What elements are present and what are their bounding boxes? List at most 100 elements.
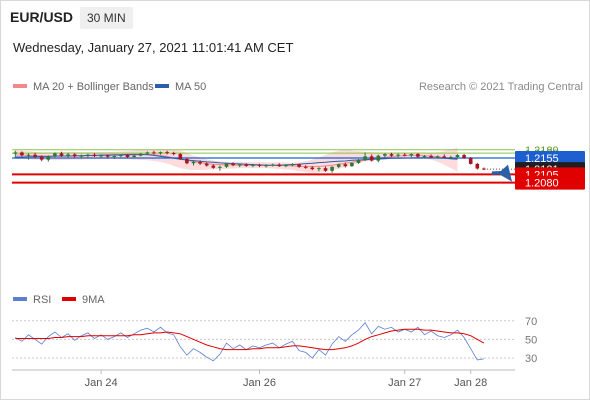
x-tick-label: Jan 27 bbox=[388, 377, 421, 389]
ma20-legend-swatch bbox=[13, 84, 27, 88]
candle-body bbox=[79, 155, 84, 157]
candle-body bbox=[185, 158, 189, 164]
candle-body bbox=[105, 155, 110, 157]
candle-body bbox=[284, 164, 288, 167]
candle-body bbox=[152, 152, 156, 154]
candle-body bbox=[303, 166, 308, 168]
candle-body bbox=[13, 152, 18, 154]
rsi-ma-line bbox=[15, 328, 485, 351]
candle-body bbox=[264, 165, 268, 167]
support-label-box bbox=[515, 175, 585, 190]
candle-body bbox=[257, 164, 262, 166]
candle-body bbox=[26, 154, 31, 156]
symbol-title: EUR/USD bbox=[10, 9, 74, 25]
candle-body bbox=[356, 159, 361, 163]
candle-body bbox=[343, 164, 348, 167]
pivot-label-box bbox=[515, 151, 585, 165]
candle-body bbox=[468, 158, 473, 164]
x-tick-label: Jan 24 bbox=[85, 377, 118, 389]
candle-body bbox=[323, 168, 328, 171]
candle-body bbox=[125, 155, 130, 158]
candle-body bbox=[270, 164, 275, 166]
candle-body bbox=[429, 156, 433, 158]
timeframe-button[interactable]: 30 MIN bbox=[80, 7, 133, 29]
candle-body bbox=[145, 152, 150, 154]
candle-body bbox=[86, 154, 90, 156]
candle-body bbox=[350, 162, 354, 167]
candle-body bbox=[39, 156, 44, 160]
candle-body bbox=[237, 164, 242, 166]
candle-body bbox=[99, 155, 103, 157]
ma50-legend-label: MA 50 bbox=[175, 81, 206, 93]
candle-body bbox=[363, 156, 367, 160]
candle-body bbox=[277, 164, 282, 167]
rsi-ma-legend-label: 9MA bbox=[82, 294, 105, 306]
candle-body bbox=[402, 154, 407, 156]
candle-body bbox=[165, 152, 169, 154]
candle-body bbox=[462, 155, 466, 158]
rsi-tick-label: 50 bbox=[525, 334, 537, 346]
candle-body bbox=[409, 154, 414, 156]
candle-body bbox=[244, 164, 249, 166]
candle-body bbox=[396, 154, 400, 156]
candle-body bbox=[20, 152, 24, 156]
candle-body bbox=[158, 152, 163, 154]
candle-body bbox=[204, 163, 209, 166]
projection-arrow-head bbox=[498, 164, 512, 182]
x-tick-label: Jan 26 bbox=[243, 377, 276, 389]
candle-body bbox=[290, 164, 295, 166]
candle-body bbox=[442, 156, 447, 158]
support-label: 1.2080 bbox=[525, 178, 559, 190]
candle-body bbox=[416, 154, 420, 157]
candle-body bbox=[46, 156, 51, 160]
candle-body bbox=[66, 154, 70, 156]
candle-body bbox=[251, 164, 255, 166]
candle-body bbox=[435, 156, 440, 158]
candle-body bbox=[383, 154, 387, 156]
ma50-legend-swatch bbox=[155, 84, 169, 88]
rsi-ma-legend-swatch bbox=[62, 297, 76, 301]
candle-body bbox=[310, 167, 315, 170]
candle-body bbox=[72, 154, 77, 157]
candle-body bbox=[211, 165, 216, 168]
x-tick-label: Jan 28 bbox=[454, 377, 487, 389]
candle-body bbox=[92, 154, 97, 157]
candle-body bbox=[218, 166, 222, 168]
rsi-tick-label: 30 bbox=[525, 353, 537, 365]
candle-body bbox=[422, 156, 427, 158]
candle-body bbox=[198, 161, 202, 164]
candle-body bbox=[482, 168, 486, 170]
candle-body bbox=[138, 153, 143, 156]
candle-body bbox=[475, 163, 480, 169]
candle-body bbox=[33, 154, 37, 157]
candle-body bbox=[224, 163, 229, 167]
candle-body bbox=[119, 155, 123, 157]
candle-body bbox=[171, 153, 176, 155]
rsi-tick-label: 70 bbox=[525, 316, 537, 328]
rsi-line bbox=[15, 322, 484, 362]
candle-body bbox=[59, 153, 64, 156]
ma20-legend-label: MA 20 + Bollinger Bands bbox=[33, 81, 154, 93]
candle-body bbox=[297, 164, 301, 167]
candle-body bbox=[376, 155, 381, 161]
bollinger-band bbox=[15, 147, 458, 173]
candle-body bbox=[317, 168, 321, 170]
candle-body bbox=[389, 154, 394, 156]
candle-body bbox=[330, 166, 334, 171]
rsi-legend-swatch bbox=[13, 297, 27, 301]
candle-body bbox=[112, 156, 117, 158]
datetime-label: Wednesday, January 27, 2021 11:01:41 AM … bbox=[13, 40, 294, 55]
candle-body bbox=[132, 155, 136, 158]
candle-body bbox=[455, 155, 460, 158]
rsi-legend-label: RSI bbox=[33, 294, 51, 306]
candle-body bbox=[231, 163, 235, 166]
candle-body bbox=[53, 153, 57, 157]
pivot-label: 1.2155 bbox=[525, 153, 559, 165]
candle-body bbox=[336, 164, 341, 167]
credit-label: Research © 2021 Trading Central bbox=[419, 81, 583, 93]
candle-body bbox=[191, 161, 196, 164]
candle-body bbox=[369, 156, 374, 161]
candle-body bbox=[178, 154, 183, 159]
candle-body bbox=[449, 157, 453, 159]
